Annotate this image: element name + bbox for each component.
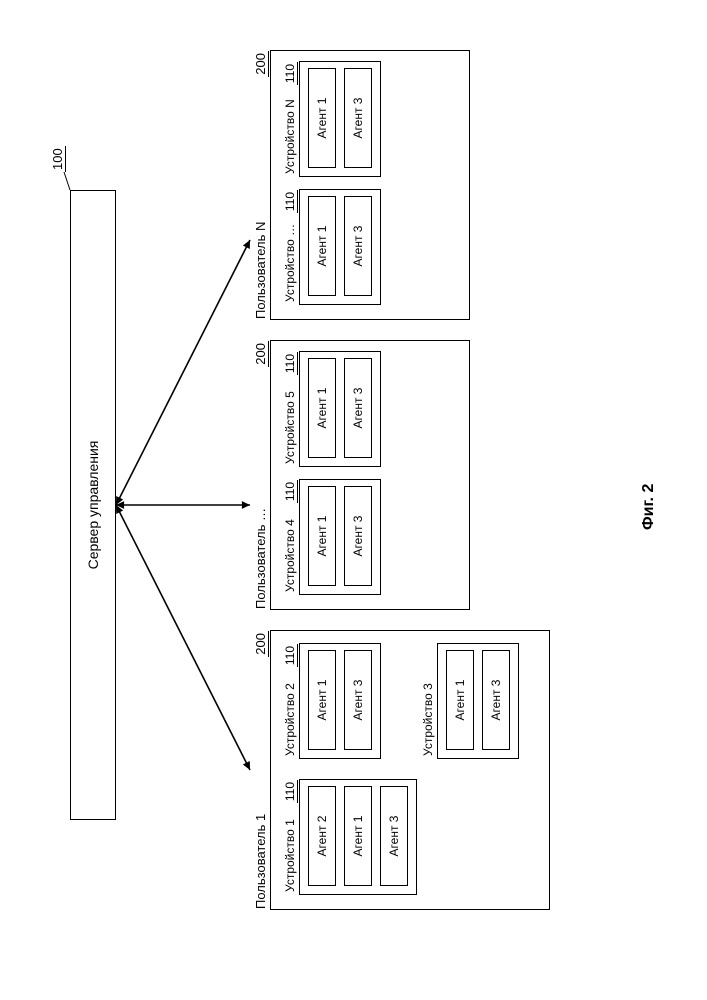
agent-box: Агент 1 bbox=[446, 650, 474, 750]
user-group: Пользователь 1200Устройство 1110Агент 2А… bbox=[270, 630, 550, 910]
user-ref: 200 bbox=[253, 631, 269, 657]
agent-box: Агент 1 bbox=[308, 650, 336, 750]
agent-box: Агент 1 bbox=[308, 196, 336, 296]
server-label: Сервер управления bbox=[85, 441, 101, 570]
server-ref: 100 bbox=[50, 146, 66, 172]
agent-box: Агент 3 bbox=[344, 650, 372, 750]
device-box: Устройство N110Агент 1Агент 3 bbox=[299, 61, 381, 177]
agent-box: Агент 3 bbox=[344, 196, 372, 296]
user-title: Пользователь 1 bbox=[253, 814, 268, 909]
agent-box: Агент 3 bbox=[344, 358, 372, 458]
figure-caption: Фиг. 2 bbox=[640, 484, 658, 530]
device-title: Устройство 3 bbox=[421, 683, 435, 756]
device-box: Устройство 3Агент 1Агент 3 bbox=[437, 643, 519, 759]
device-title: Устройство 5 bbox=[283, 391, 297, 464]
user-group: Пользователь N200Устройство …110Агент 1А… bbox=[270, 50, 470, 320]
user-group: Пользователь …200Устройство 4110Агент 1А… bbox=[270, 340, 470, 610]
diagram-stage: Сервер управления 100 Пользователь 1200У… bbox=[0, 293, 707, 1000]
device-title: Устройство 1 bbox=[283, 819, 297, 892]
agent-box: Агент 3 bbox=[344, 486, 372, 586]
device-title: Устройство N bbox=[283, 99, 297, 174]
device-box: Устройство 2110Агент 1Агент 3 bbox=[299, 643, 381, 759]
agent-box: Агент 1 bbox=[308, 68, 336, 168]
device-title: Устройство … bbox=[283, 224, 297, 302]
device-title: Устройство 2 bbox=[283, 683, 297, 756]
user-ref: 200 bbox=[253, 341, 269, 367]
user-ref: 200 bbox=[253, 51, 269, 77]
agent-box: Агент 1 bbox=[308, 358, 336, 458]
device-title: Устройство 4 bbox=[283, 519, 297, 592]
server-box: Сервер управления bbox=[70, 190, 116, 820]
user-title: Пользователь … bbox=[253, 508, 268, 609]
agent-box: Агент 3 bbox=[380, 786, 408, 886]
device-ref: 110 bbox=[283, 352, 298, 375]
device-box: Устройство 4110Агент 1Агент 3 bbox=[299, 479, 381, 595]
device-ref: 110 bbox=[283, 190, 298, 213]
device-box: Устройство 1110Агент 2Агент 1Агент 3 bbox=[299, 779, 417, 895]
device-ref: 110 bbox=[283, 62, 298, 85]
user-title: Пользователь N bbox=[253, 222, 268, 319]
agent-box: Агент 1 bbox=[308, 486, 336, 586]
device-ref: 110 bbox=[283, 480, 298, 503]
device-box: Устройство 5110Агент 1Агент 3 bbox=[299, 351, 381, 467]
device-box: Устройство …110Агент 1Агент 3 bbox=[299, 189, 381, 305]
agent-box: Агент 3 bbox=[482, 650, 510, 750]
device-ref: 110 bbox=[283, 644, 298, 667]
device-ref: 110 bbox=[283, 780, 298, 803]
agent-box: Агент 3 bbox=[344, 68, 372, 168]
agent-box: Агент 2 bbox=[308, 786, 336, 886]
agent-box: Агент 1 bbox=[344, 786, 372, 886]
